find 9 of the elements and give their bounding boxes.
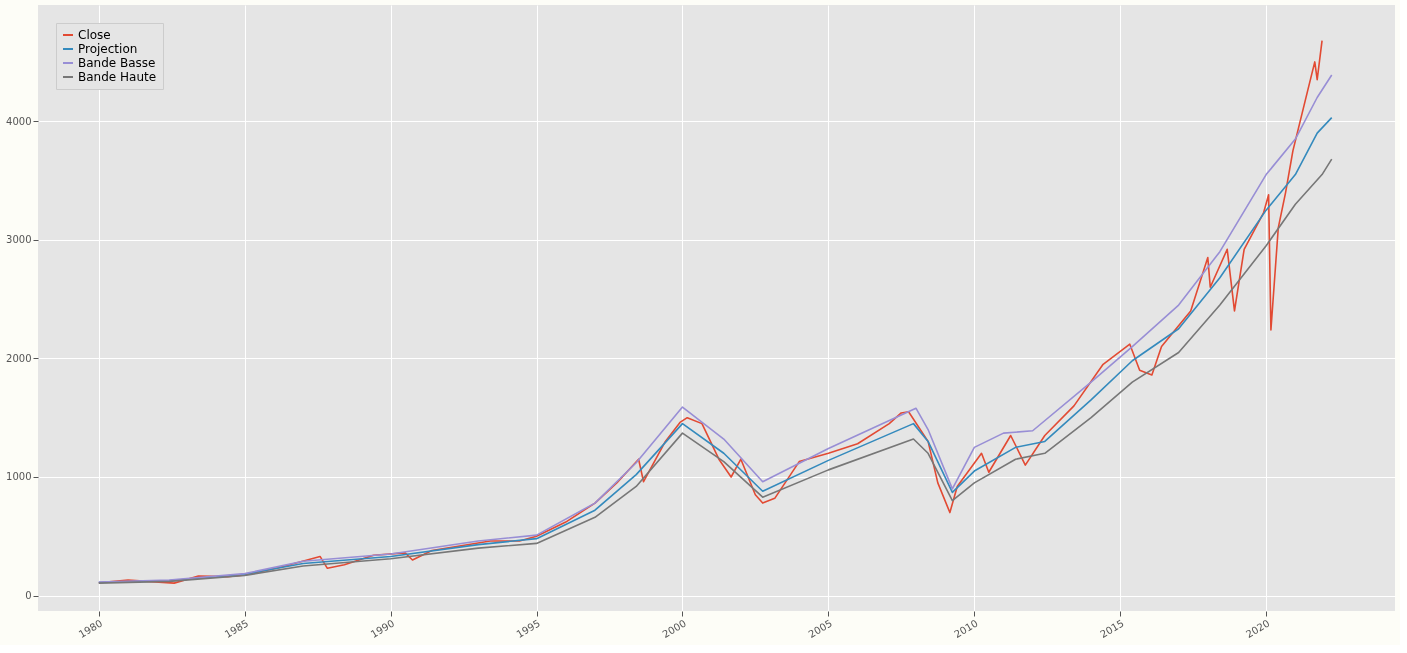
legend-label: Projection — [78, 42, 138, 56]
legend-label: Close — [78, 28, 111, 42]
y-tick-label: 1000 — [6, 471, 32, 483]
y-tick-label: 4000 — [6, 115, 32, 127]
legend-label: Bande Haute — [78, 70, 157, 84]
y-tick-label: 2000 — [6, 352, 32, 364]
y-tick-label: 0 — [25, 590, 32, 602]
legend-label: Bande Basse — [78, 56, 156, 70]
y-tick-label: 3000 — [6, 234, 32, 246]
